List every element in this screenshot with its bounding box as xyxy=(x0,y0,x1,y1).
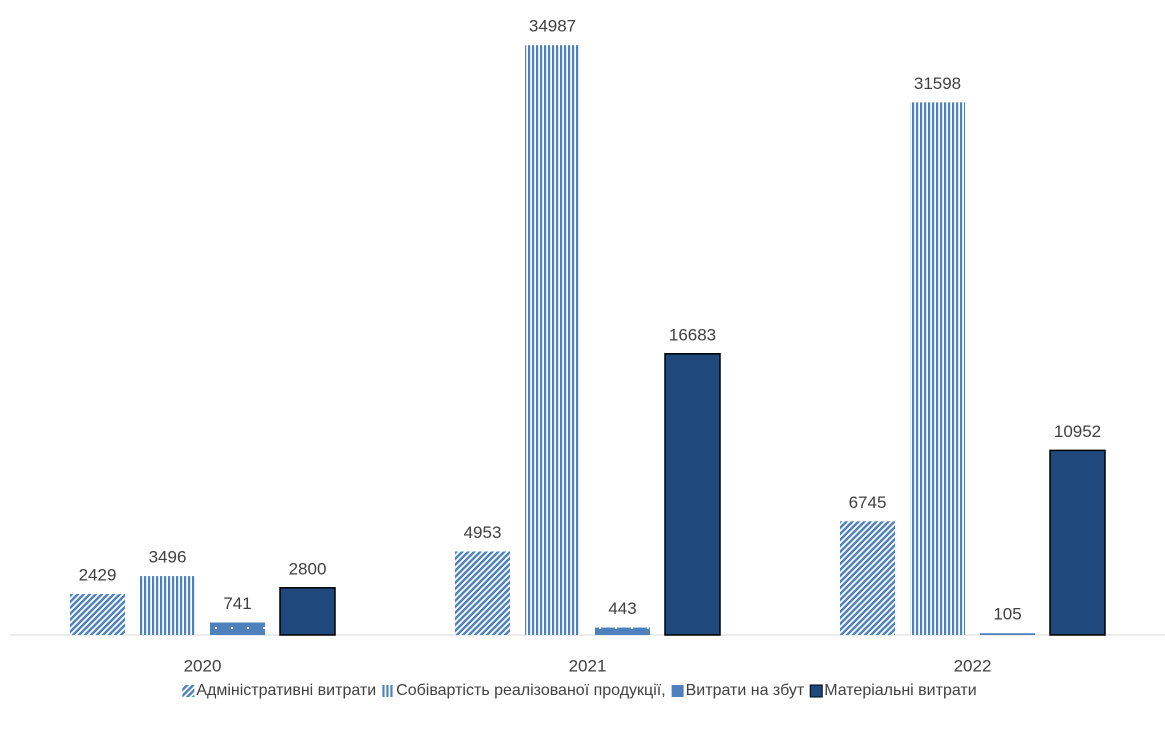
legend-label: Матеріальні витрати xyxy=(824,682,976,699)
bar xyxy=(595,627,650,635)
data-label: 443 xyxy=(608,599,636,618)
data-label: 16683 xyxy=(669,325,716,344)
data-label: 2800 xyxy=(289,559,327,578)
bar xyxy=(664,353,721,636)
legend-label: Витрати на збут xyxy=(686,682,805,699)
legend-label: Собівартість реалізованої продукції, xyxy=(396,682,665,699)
bar xyxy=(140,576,195,635)
legend-marker xyxy=(182,685,195,697)
legend: Адміністративні витрати Собівартість реал… xyxy=(182,682,977,699)
legend-marker xyxy=(671,685,684,697)
data-label: 31598 xyxy=(914,74,961,93)
bar xyxy=(210,622,265,635)
bar xyxy=(279,587,336,636)
bar xyxy=(1049,449,1106,636)
legend-marker xyxy=(809,684,823,698)
bar xyxy=(525,45,580,636)
data-label: 34987 xyxy=(529,17,576,36)
legend-label: Адміністративні витрати xyxy=(196,682,376,699)
data-label: 10952 xyxy=(1054,422,1101,441)
x-tick-label: 2022 xyxy=(954,656,992,675)
data-label: 3496 xyxy=(149,548,187,567)
bar xyxy=(910,102,965,635)
bar xyxy=(980,633,1035,635)
bar xyxy=(455,551,510,635)
bar xyxy=(70,594,125,635)
data-label: 4953 xyxy=(464,523,502,542)
data-label: 105 xyxy=(993,605,1021,624)
data-label: 2429 xyxy=(79,566,117,585)
data-label: 741 xyxy=(223,594,251,613)
x-tick-label: 2021 xyxy=(569,656,607,675)
legend-marker xyxy=(382,685,395,697)
data-label: 6745 xyxy=(849,493,887,512)
bar xyxy=(840,521,895,635)
x-tick-label: 2020 xyxy=(184,656,222,675)
